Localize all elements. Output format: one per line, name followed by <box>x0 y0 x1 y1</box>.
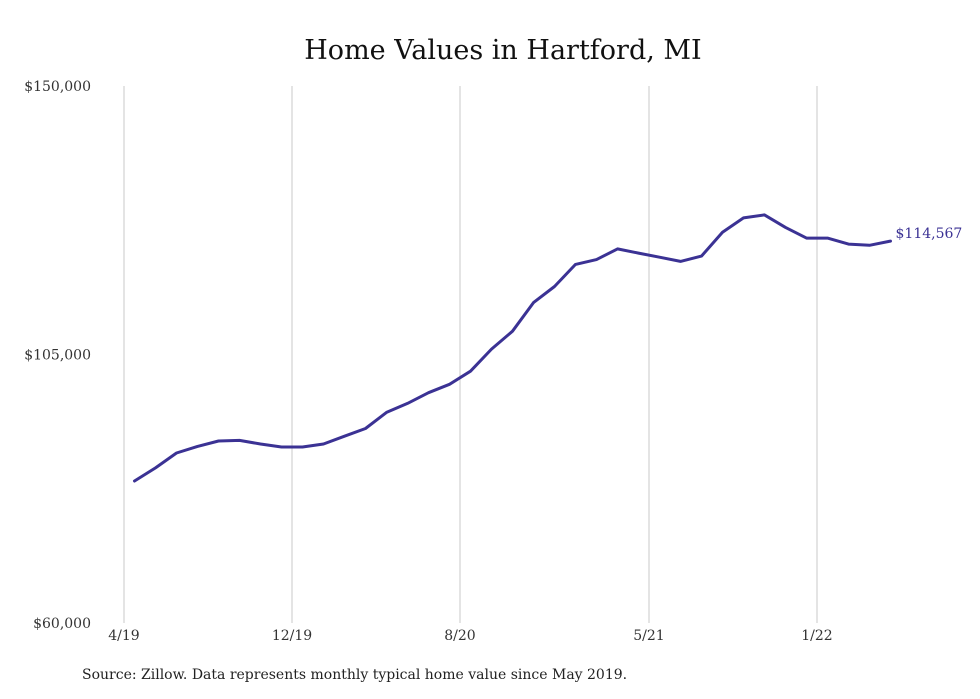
source-note: Source: Zillow. Data represents monthly … <box>82 667 628 683</box>
gridlines <box>123 86 818 623</box>
series-end-label: $114,567 <box>896 226 963 242</box>
y-tick-label: $60,000 <box>33 616 91 632</box>
x-tick-label: 5/21 <box>633 628 664 644</box>
x-axis-ticks: 4/19 12/19 8/20 5/21 1/22 <box>108 628 832 644</box>
y-axis-ticks: $60,000 $105,000 $150,000 <box>24 79 91 632</box>
x-tick-label: 4/19 <box>108 628 139 644</box>
x-tick-label: 12/19 <box>272 628 312 644</box>
x-tick-label: 8/20 <box>444 628 475 644</box>
x-tick-label: 1/22 <box>801 628 832 644</box>
y-tick-label: $150,000 <box>24 79 91 95</box>
series-layer: $114,567 <box>133 213 963 483</box>
series-line-0 <box>133 213 892 483</box>
chart-title: Home Values in Hartford, MI <box>304 35 701 66</box>
y-tick-label: $105,000 <box>24 348 91 364</box>
